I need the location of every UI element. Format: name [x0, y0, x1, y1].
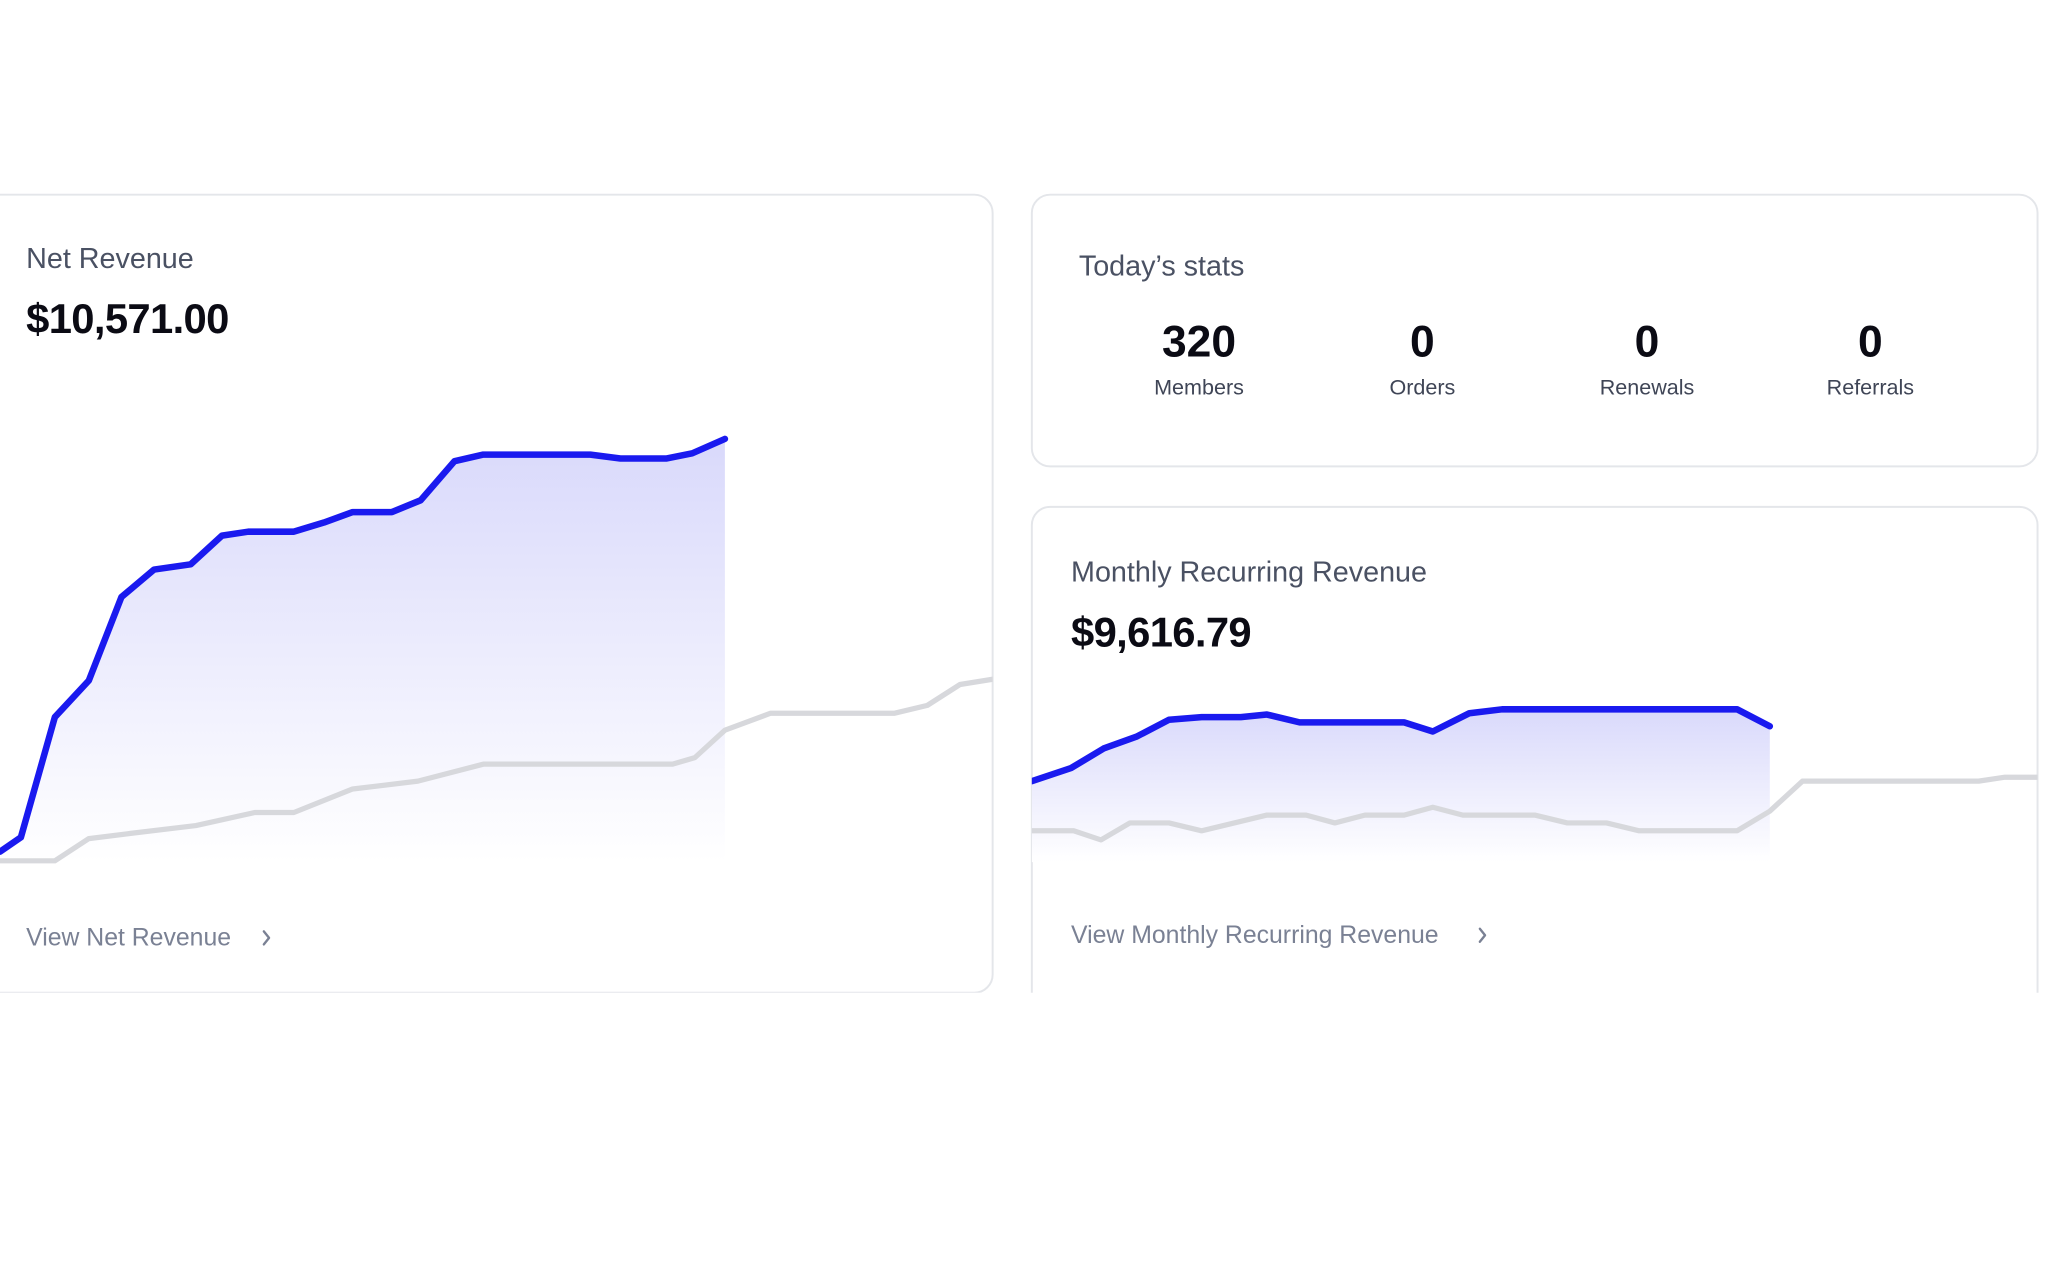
amount: $9,616.79 — [1071, 609, 1251, 656]
card-frame — [1030, 193, 2039, 468]
revenue-line — [0, 435, 729, 855]
stat-label: Renewals — [1600, 375, 1695, 400]
stat-value: 0 — [1410, 318, 1435, 367]
net-revenue-card: Net Revenue $10,571.00 View Net Revenue — [0, 193, 994, 994]
stat-value: 0 — [1635, 318, 1660, 367]
comparison-line — [0, 676, 993, 864]
mrr-card: Monthly Recurring Revenue $9,616.79 View… — [1029, 505, 2043, 1045]
amount: $10,571.00 — [26, 295, 229, 342]
stat-label: Members — [1154, 375, 1244, 400]
card-title: Net Revenue — [26, 243, 194, 275]
card-title: Monthly Recurring Revenue — [1071, 556, 1427, 588]
stat-value: 0 — [1858, 318, 1883, 367]
todays-stats-card: Today’s stats 320 Members 0 Orders 0 Ren… — [1030, 193, 2039, 468]
comparison-line — [1031, 774, 2038, 843]
card-title: Today’s stats — [1079, 251, 1244, 283]
stat-label: Orders — [1389, 375, 1455, 400]
card-cutoff — [1029, 992, 2043, 1045]
stat-value: 320 — [1162, 318, 1236, 367]
chevron-icon[interactable] — [1478, 927, 1487, 943]
stat-label: Referrals — [1827, 375, 1914, 400]
view-link[interactable]: View Monthly Recurring Revenue — [1071, 922, 1439, 949]
chevron-icon[interactable] — [262, 930, 271, 946]
mrr-line — [1031, 706, 1774, 785]
area-fill — [0, 438, 725, 863]
view-link[interactable]: View Net Revenue — [26, 925, 231, 952]
card-cutoff — [0, 992, 1019, 1032]
